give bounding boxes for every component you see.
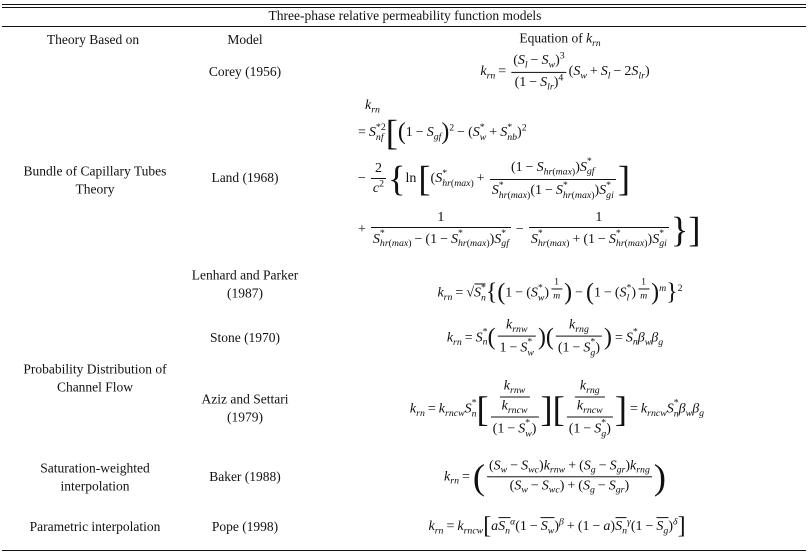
theory-probability-distribution: Probability Distribution of Channel Flow <box>23 361 167 394</box>
header-model: Model <box>227 32 263 48</box>
model-aziz-settari: Aziz and Settari (1979) <box>201 391 289 424</box>
top-rule <box>2 4 806 5</box>
theory-parametric: Parametric interpolation <box>29 519 161 535</box>
equation-aziz-settari: krn = krncwS * n[krnw krncw (1− S * w)][krng krncw… <box>409 378 705 440</box>
model-lenhard-parker: Lenhard and Parker (1987) <box>191 267 299 300</box>
equation-stone: krn = S * n(krnw 1− S * w)(krng (1− S * g)) = S * n βwβg <box>446 317 664 359</box>
equation-baker: krn =((Sw − Swc)krnw + (Sg − Sgr)krng (Sw − Swc) +(… <box>444 456 666 497</box>
header-equation: Equation of krn <box>519 30 601 49</box>
table-title: Three-phase relative permeability functi… <box>268 8 542 24</box>
theory-bundle-capillary: Bundle of Capillary Tubes Theory <box>23 163 167 196</box>
equation-pope: krn = krncw[aSnα(1− Sw)β + (1− a)Snγ(1− Sg)δ] <box>428 513 686 540</box>
model-land: Land (1968) <box>211 170 279 186</box>
title-rule <box>2 26 806 27</box>
model-stone: Stone (1970) <box>209 330 281 346</box>
model-pope: Pope (1998) <box>211 519 279 535</box>
equation-land-line-1: krn <box>365 98 380 116</box>
bottom-rule <box>2 550 806 551</box>
equation-land-line-3: −2 c2 {ln[(S * hr(max) + (1− Shr(max))S * gf S * hr(… <box>358 156 630 201</box>
theory-saturation-weighted: Saturation-weighted interpolation <box>40 460 150 493</box>
header-theory: Theory Based on <box>46 32 140 48</box>
equation-land-line-2: = S *2 nf [(1− Sgf)2− (S * w + S * nb)2 <box>358 113 527 153</box>
equation-corey: krn = (Sl − Sw)3 (1− Slr)4 (Sw + Sl −2Slr) <box>480 50 650 93</box>
top-rule-inner <box>2 7 806 8</box>
equation-land-line-4: +1 S * hr(max) − (1− S * hr(max))S * gf −1 S * hr(max)… <box>358 209 701 250</box>
model-baker: Baker (1988) <box>209 469 281 485</box>
equation-lenhard-parker: krn = √S * n {(1− (S * w) 1 m) − (1− (S * l) 1 m)m}2 <box>437 276 683 306</box>
model-corey: Corey (1956) <box>208 64 282 80</box>
